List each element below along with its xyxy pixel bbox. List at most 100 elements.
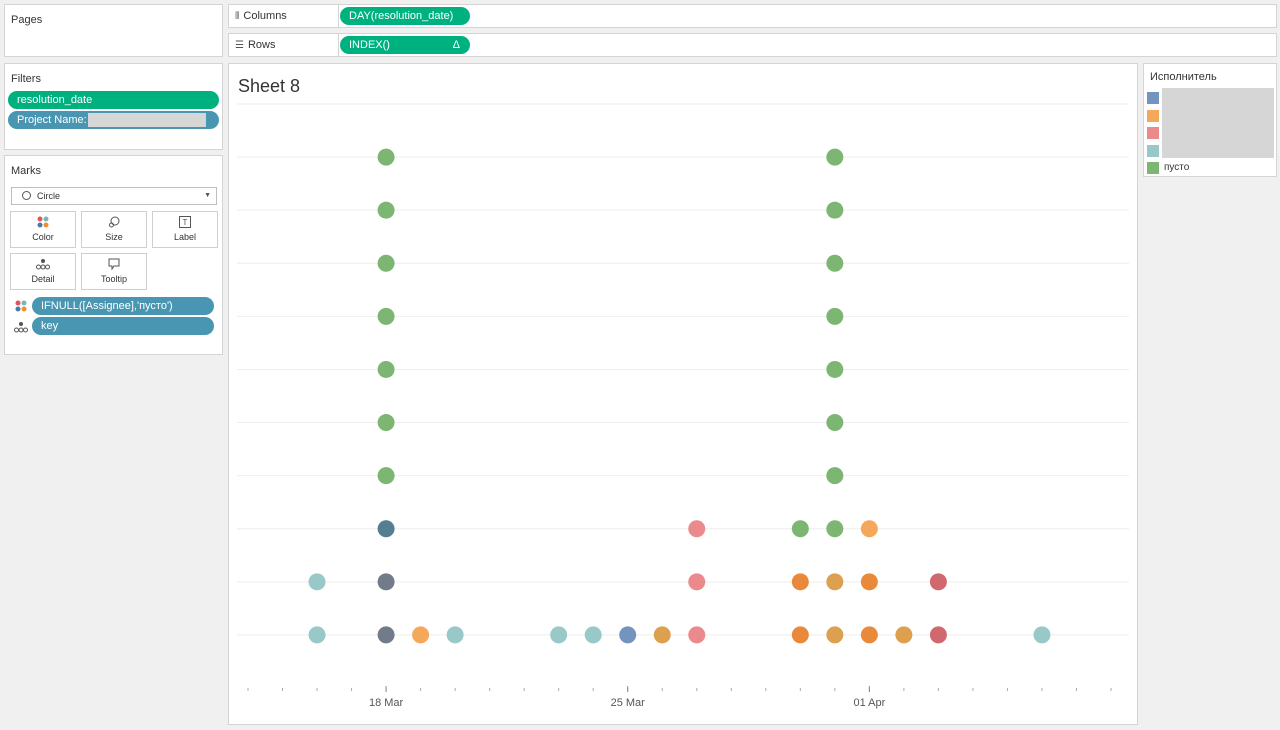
legend-swatch: [1147, 162, 1159, 174]
marks-size-button[interactable]: Size: [81, 211, 147, 248]
x-tick-label: 25 Mar: [611, 697, 646, 709]
data-point[interactable]: [446, 626, 464, 644]
chevron-down-icon: ▼: [204, 192, 211, 199]
columns-label: ⦀ Columns: [235, 5, 287, 27]
data-point[interactable]: [826, 573, 844, 591]
table-calc-delta-icon: Δ: [452, 39, 460, 51]
filters-panel[interactable]: Filters resolution_date Project Name:: [4, 63, 223, 150]
svg-text:T: T: [183, 218, 188, 227]
data-point[interactable]: [791, 573, 809, 591]
data-point[interactable]: [377, 573, 395, 591]
data-point[interactable]: [929, 626, 947, 644]
data-point[interactable]: [688, 573, 706, 591]
legend-label: пусто: [1164, 162, 1190, 173]
data-point[interactable]: [584, 626, 602, 644]
tooltip-label: Tooltip: [100, 274, 127, 284]
data-point[interactable]: [412, 626, 430, 644]
data-point[interactable]: [826, 467, 844, 485]
legend-item[interactable]: пусто: [1147, 162, 1189, 174]
data-point[interactable]: [826, 626, 844, 644]
data-point[interactable]: [377, 626, 395, 644]
scatter-chart[interactable]: 18 Mar 25 Mar 01 Apr: [229, 64, 1137, 724]
data-point[interactable]: [550, 626, 568, 644]
data-point[interactable]: [377, 201, 395, 219]
data-point[interactable]: [308, 573, 326, 591]
redacted-legend-labels: [1162, 88, 1274, 158]
columns-icon: ⦀: [235, 11, 240, 22]
label-icon: T: [153, 216, 217, 232]
data-point[interactable]: [826, 254, 844, 272]
data-point[interactable]: [688, 520, 706, 538]
data-point[interactable]: [826, 148, 844, 166]
columns-shelf[interactable]: ⦀ Columns DAY(resolution_date): [228, 4, 1277, 28]
pages-panel[interactable]: Pages: [4, 4, 223, 57]
tooltip-icon: [82, 258, 146, 274]
legend-item[interactable]: [1147, 144, 1164, 157]
legend-swatch: [1147, 109, 1159, 122]
data-point[interactable]: [826, 520, 844, 538]
columns-pill[interactable]: DAY(resolution_date): [340, 7, 470, 25]
data-point[interactable]: [1033, 626, 1051, 644]
color-icon: [11, 216, 75, 232]
filter-pill-project-name[interactable]: Project Name:: [8, 111, 219, 129]
data-point[interactable]: [377, 148, 395, 166]
legend-item[interactable]: [1147, 109, 1164, 122]
size-label: Size: [105, 232, 123, 242]
data-point[interactable]: [377, 360, 395, 378]
rows-icon: ☰: [235, 40, 244, 51]
redacted-value: [88, 113, 206, 127]
shelf-divider: [338, 5, 339, 27]
rows-shelf[interactable]: ☰ Rows INDEX() Δ: [228, 33, 1277, 57]
data-point[interactable]: [929, 573, 947, 591]
data-point[interactable]: [860, 626, 878, 644]
color-label: Color: [32, 232, 54, 242]
data-point[interactable]: [619, 626, 637, 644]
data-point[interactable]: [826, 414, 844, 432]
legend-swatch: [1147, 144, 1159, 157]
marks-color-button[interactable]: Color: [10, 211, 76, 248]
marks-panel[interactable]: Marks Circle ▼ Color Size T Label Detail…: [4, 155, 223, 355]
filters-title: Filters: [11, 73, 41, 85]
data-point[interactable]: [688, 626, 706, 644]
label-label: Label: [173, 232, 197, 242]
data-point[interactable]: [826, 307, 844, 325]
data-point[interactable]: [653, 626, 671, 644]
data-point[interactable]: [377, 254, 395, 272]
data-point[interactable]: [895, 626, 913, 644]
data-point[interactable]: [826, 201, 844, 219]
legend-swatch: [1147, 127, 1159, 139]
mark-type-value: Circle: [37, 191, 61, 201]
data-point[interactable]: [377, 520, 395, 538]
rows-pill-label: INDEX(): [349, 39, 390, 51]
color-legend[interactable]: Исполнитель пусто: [1143, 63, 1277, 177]
marks-title: Marks: [11, 165, 41, 177]
marks-detail-button[interactable]: Detail: [10, 253, 76, 290]
worksheet-view[interactable]: Sheet 8 18 Mar 25 Mar 01 Apr: [228, 63, 1138, 725]
marks-label-button[interactable]: T Label: [152, 211, 218, 248]
data-point[interactable]: [860, 573, 878, 591]
marks-detail-field-pill[interactable]: key: [32, 317, 214, 335]
data-point[interactable]: [377, 307, 395, 325]
data-point[interactable]: [377, 414, 395, 432]
legend-item[interactable]: [1147, 92, 1164, 104]
data-point[interactable]: [826, 360, 844, 378]
detail-label: Detail: [31, 274, 55, 284]
rows-pill[interactable]: INDEX() Δ: [340, 36, 470, 54]
size-icon: [82, 216, 146, 232]
legend-item[interactable]: [1147, 127, 1164, 139]
data-point[interactable]: [308, 626, 326, 644]
detail-icon: [11, 258, 75, 274]
marks-tooltip-button[interactable]: Tooltip: [81, 253, 147, 290]
legend-title: Исполнитель: [1150, 71, 1217, 83]
filter-pill-resolution-date[interactable]: resolution_date: [8, 91, 219, 109]
data-point[interactable]: [860, 520, 878, 538]
color-field-icon: [15, 299, 27, 317]
data-point[interactable]: [791, 520, 809, 538]
x-tick-label: 01 Apr: [853, 697, 885, 709]
detail-field-icon: [14, 320, 28, 338]
marks-color-field-pill[interactable]: IFNULL([Assignee],'пусто'): [32, 297, 214, 315]
mark-type-select[interactable]: Circle ▼: [11, 187, 217, 205]
data-point[interactable]: [377, 467, 395, 485]
data-point[interactable]: [791, 626, 809, 644]
rows-label-text: Rows: [247, 39, 276, 51]
